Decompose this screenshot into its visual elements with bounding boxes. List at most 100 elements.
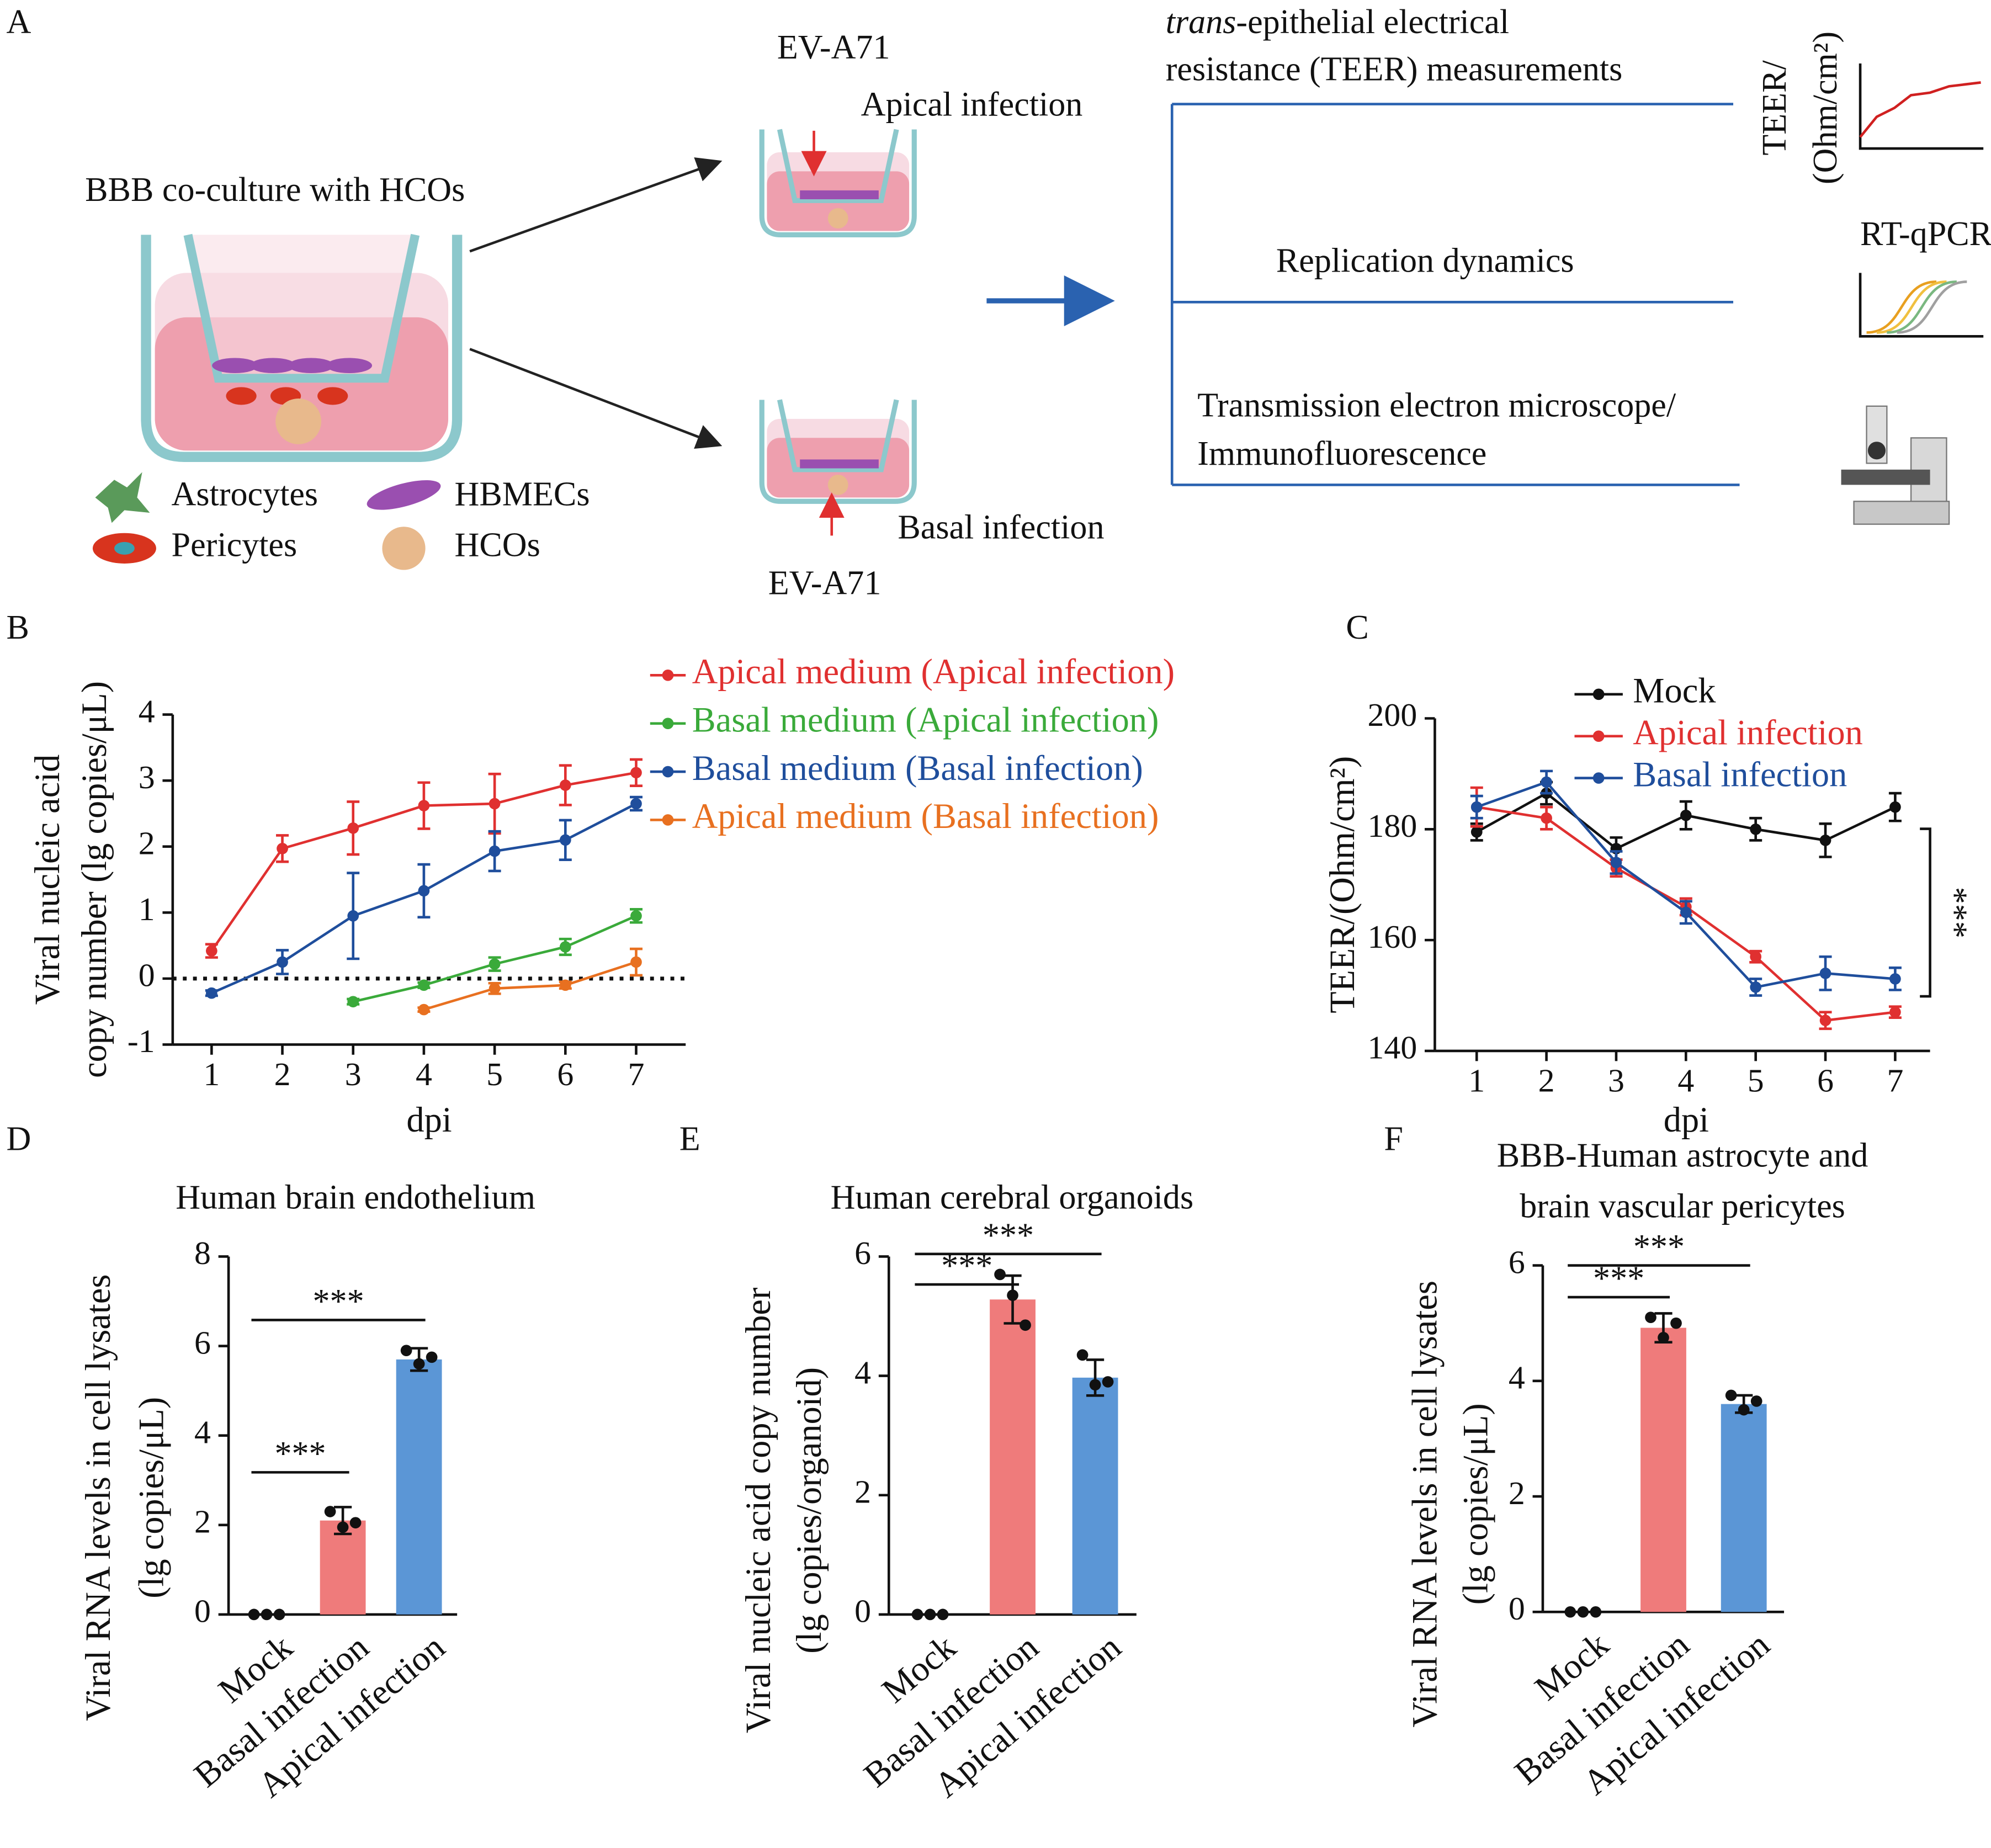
x-tick-label: 6 [1817,1062,1834,1098]
point [1889,801,1901,813]
significance-label: *** [1633,1228,1685,1266]
y-axis-label: Viral RNA levels in cell lysates [78,1275,118,1721]
legend-label: Apical infection [1633,713,1863,752]
legend-marker [1592,772,1605,784]
route-label: Basal infection [898,508,1104,546]
point [1470,801,1483,813]
icon-label: RT-qPCR [1860,215,1991,253]
imaging-label: Immunofluorescence [1197,435,1486,472]
y-tick-label: 2 [854,1473,871,1510]
chart-title: Human cerebral organoids [831,1179,1193,1217]
point [1750,981,1762,993]
x-tick-label: 7 [1887,1062,1903,1098]
virus-label: EV-A71 [768,565,882,602]
point [559,834,571,846]
x-axis-label: dpi [1664,1100,1709,1139]
x-tick-label: 1 [1468,1062,1485,1098]
point [630,956,642,968]
significance-label: *** [983,1217,1034,1255]
significance-label: *** [1936,887,1973,938]
point [206,987,217,999]
panel-label: C [1346,609,1368,646]
legend-marker [662,718,674,730]
cell-label: Pericytes [172,527,298,564]
point [1819,968,1831,979]
point [1470,826,1483,838]
y-axis-label: TEER/(Ohm/cm²) [1323,756,1362,1013]
chart: C TEER/(Ohm/cm²)140 160 180 200 1 2 3 4 5 6 7 dpi Moc… [1323,609,1973,1139]
panel-label: B [7,609,29,646]
astrocyte-icon [95,472,150,523]
point [418,979,430,991]
legend-marker [662,669,674,681]
point [1541,776,1552,788]
x-tick-label: 6 [557,1056,574,1092]
data-point [400,1345,412,1357]
y-tick-label: 8 [194,1235,211,1271]
arrow [469,157,723,253]
point [206,945,217,957]
data-point [1658,1331,1669,1343]
x-tick-label: 2 [274,1056,291,1092]
x-tick-label: 5 [1748,1062,1764,1098]
point [418,1003,430,1016]
teer-title-part: -epithelial electrical [1236,3,1509,41]
data-point [1076,1349,1089,1361]
y-axis-label: Viral nucleic acid [28,755,67,1005]
data-point [1089,1379,1101,1391]
legend-label: Basal medium (Basal infection) [692,748,1143,788]
legend-label: Mock [1633,671,1716,710]
significance-label: *** [274,1435,326,1473]
microscope-icon [1841,405,1950,525]
point [1610,857,1622,868]
bar [396,1359,442,1615]
cell-label: Astrocytes [172,476,318,513]
point [277,842,288,854]
y-axis-label: copy number (lg copies/μL) [75,681,114,1078]
data-point [924,1608,936,1621]
x-tick-label: 5 [486,1056,503,1092]
data-point [1738,1404,1750,1416]
bar [320,1520,366,1615]
coculture-title: BBB co-culture with HCOs [85,171,465,209]
data-point [911,1608,923,1621]
data-point [1750,1395,1762,1407]
point [630,767,642,779]
legend-marker [662,766,674,778]
chart: B Viral nucleic acid copy number (lg copie… [7,609,1175,1139]
panel-a: A BBB co-culture with HCOs Astrocytes HB… [7,3,1991,602]
icon-label: (Ohm/cm²) [1807,31,1844,184]
y-tick-label: 6 [854,1235,871,1271]
x-tick-label: 1 [203,1056,220,1092]
panel-label: E [679,1121,700,1158]
y-tick-label: 4 [854,1354,871,1390]
data-point [261,1608,273,1621]
point [1889,1006,1901,1018]
icon-label: TEER/ [1756,60,1793,156]
point [1680,906,1692,918]
legend-label: Basal infection [1633,755,1847,794]
apical-well [759,129,917,237]
well [141,235,463,462]
hbmec-cells [212,358,373,374]
chart-title: BBB-Human astrocyte and [1497,1137,1868,1175]
data-point [1645,1311,1656,1324]
point [418,885,430,897]
data-point [248,1608,260,1621]
y-axis-label: (lg copies/μL) [1456,1403,1495,1605]
bar [1640,1327,1686,1612]
legend-marker [1592,688,1605,700]
legend-marker [1592,730,1605,742]
legend-label: Basal medium (Apical infection) [692,700,1159,739]
organoid [275,399,321,444]
point [559,941,571,953]
data-point [1020,1319,1031,1331]
y-tick-label: 200 [1368,697,1417,733]
point [489,798,501,810]
panel-label: D [7,1121,31,1158]
panel-label: A [7,3,31,41]
hbmec-icon [367,480,441,510]
icon-curves [1866,280,1967,334]
point [1750,823,1762,835]
